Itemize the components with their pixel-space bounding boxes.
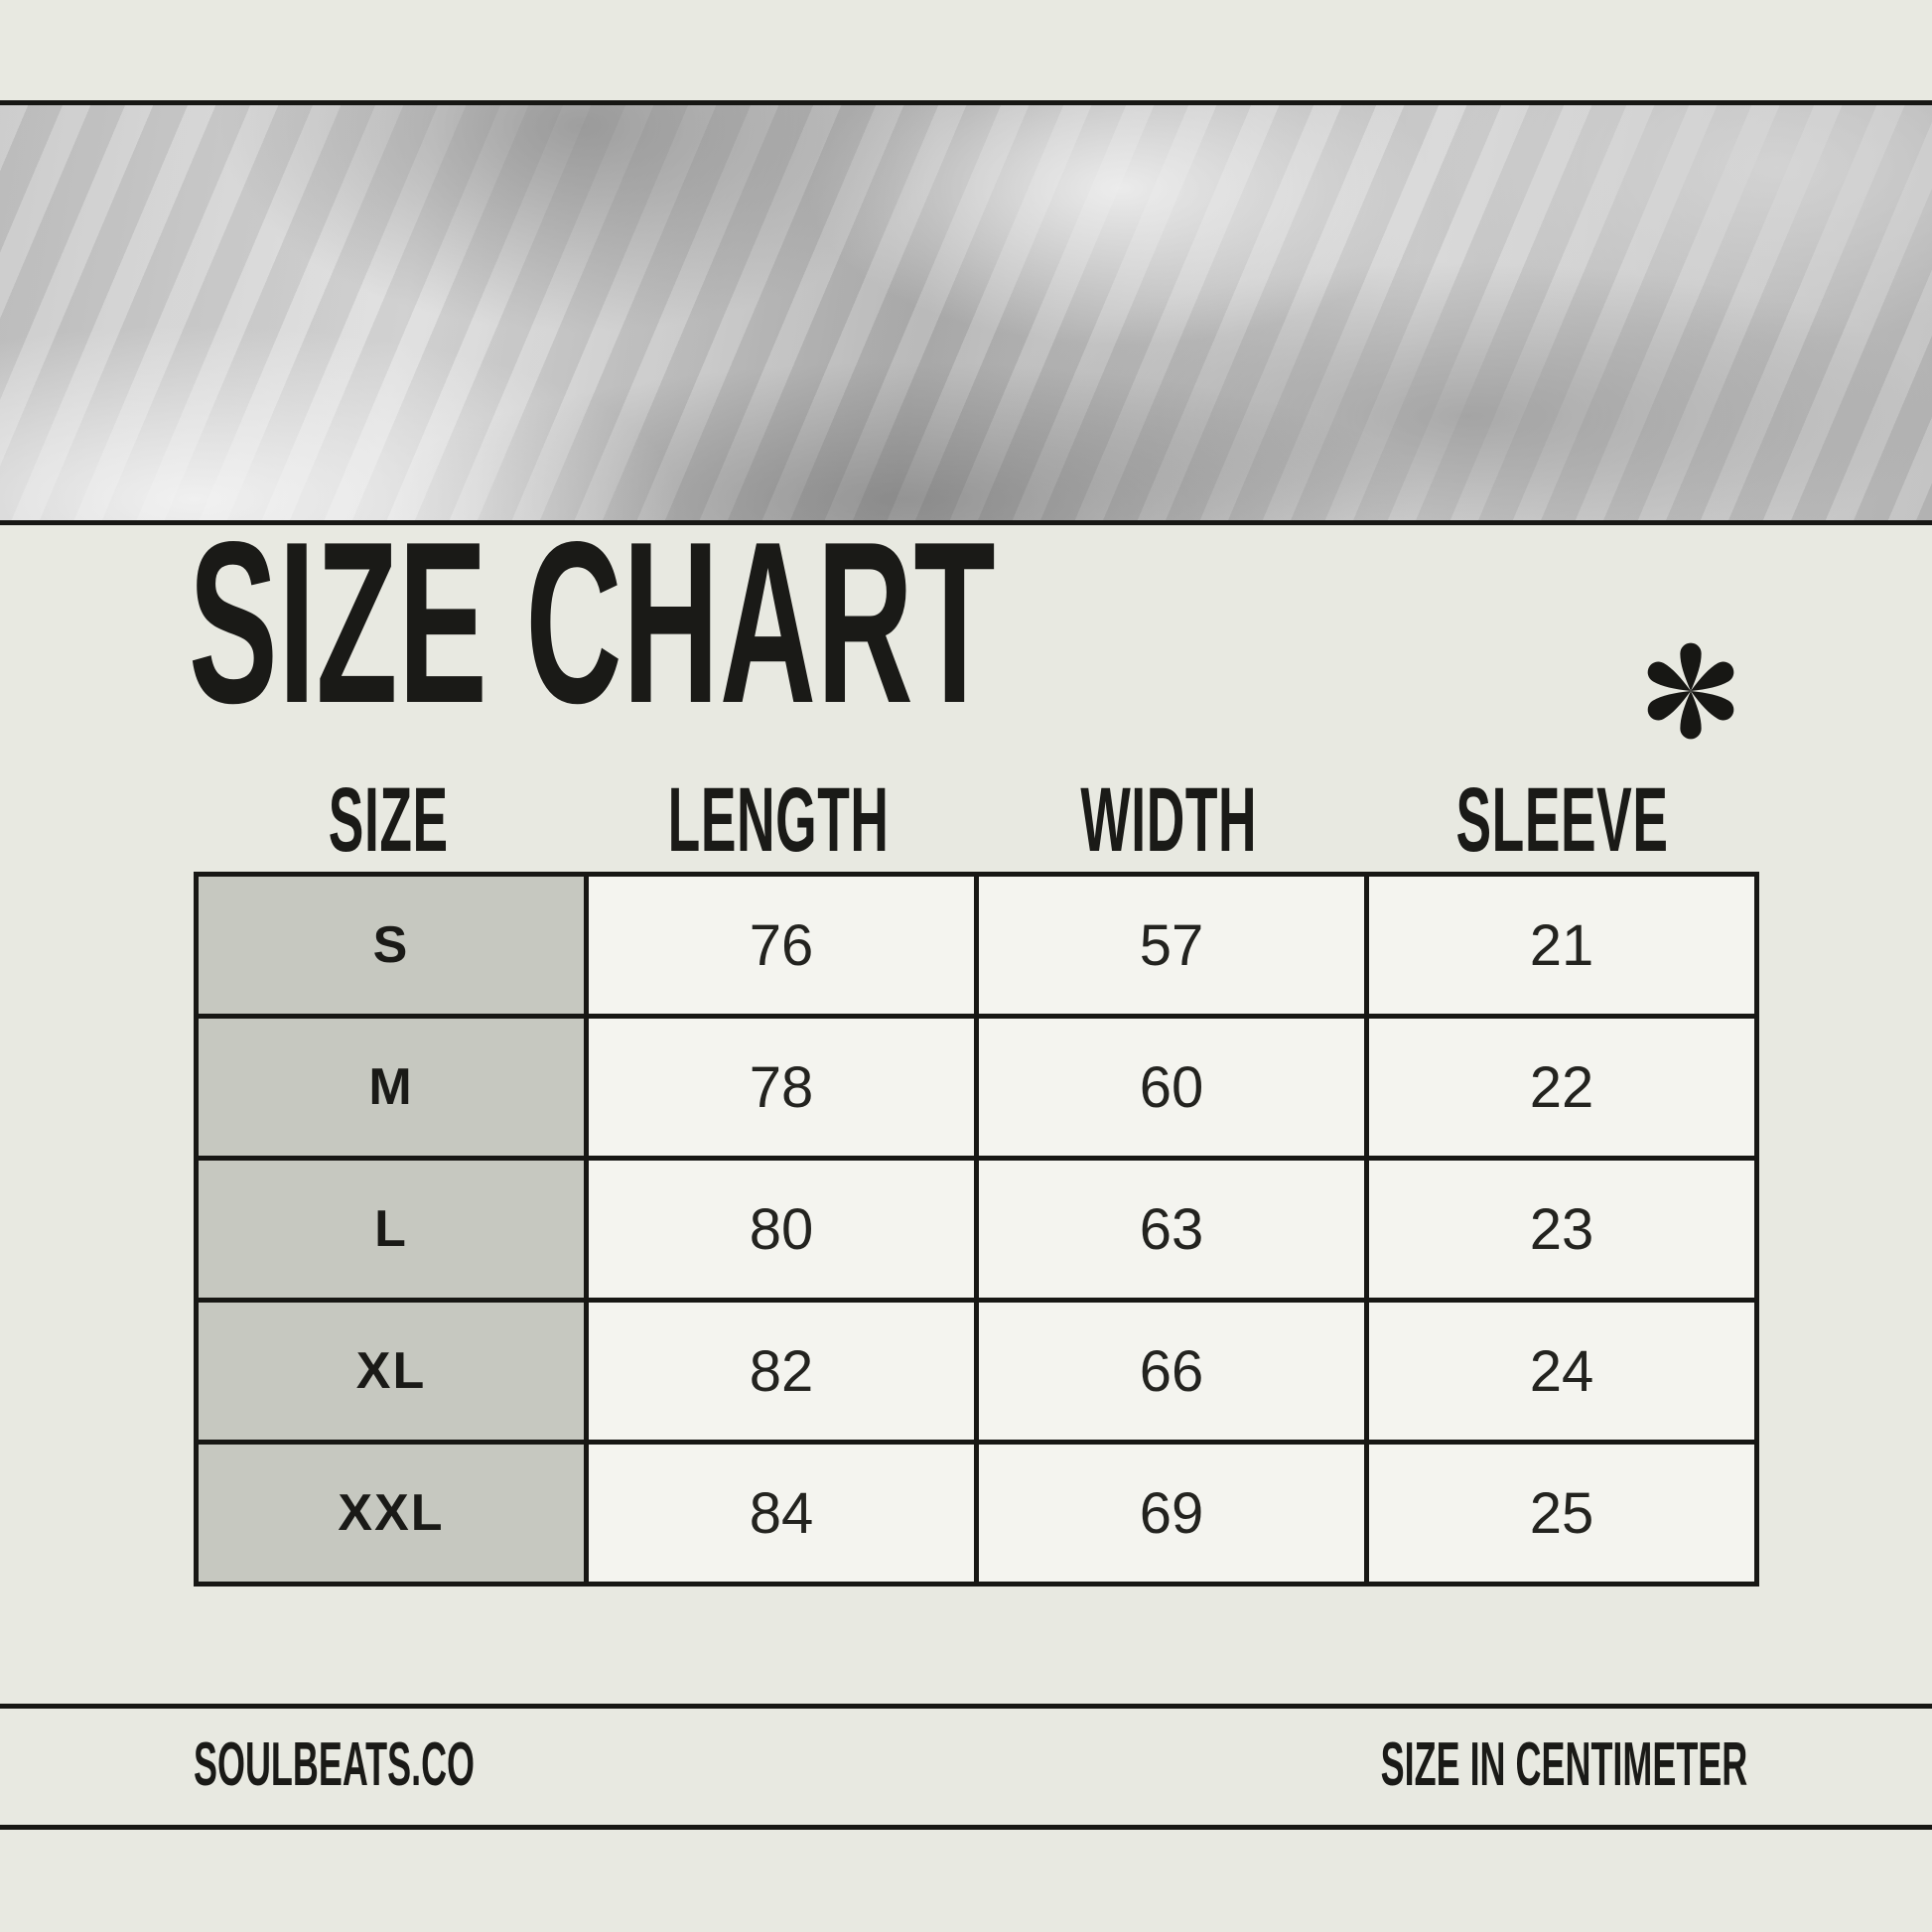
- size-table: S 76 57 21 M 78 60 22 L 80 63 23 XL 82 6…: [194, 872, 1759, 1587]
- length-value-cell: 78: [584, 1014, 979, 1161]
- sleeve-value-cell: 22: [1364, 1014, 1759, 1161]
- sleeve-value-cell: 21: [1364, 872, 1759, 1019]
- table-row-s: S 76 57 21: [194, 872, 1759, 1019]
- footer-unit-note: SIZE IN CENTIMETER: [1380, 1730, 1747, 1799]
- length-value-cell: 76: [584, 872, 979, 1019]
- top-divider-rule: [0, 100, 1932, 105]
- sleeve-value-cell: 23: [1364, 1156, 1759, 1303]
- asterisk-icon: [1647, 642, 1734, 740]
- size-label-cell: M: [194, 1014, 589, 1161]
- width-value-cell: 66: [974, 1298, 1369, 1445]
- column-header-size: SIZE: [329, 769, 449, 871]
- table-row-xxl: XXL 84 69 25: [194, 1440, 1759, 1587]
- size-label-cell: L: [194, 1156, 589, 1303]
- size-label-cell: XL: [194, 1298, 589, 1445]
- column-header-sleeve: SLEEVE: [1455, 769, 1669, 871]
- length-value-cell: 84: [584, 1440, 979, 1587]
- size-label-cell: XXL: [194, 1440, 589, 1587]
- fabric-texture-photo: [0, 105, 1932, 520]
- table-row-m: M 78 60 22: [194, 1014, 1759, 1161]
- table-row-xl: XL 82 66 24: [194, 1298, 1759, 1445]
- length-value-cell: 80: [584, 1156, 979, 1303]
- width-value-cell: 60: [974, 1014, 1369, 1161]
- column-header-length: LENGTH: [667, 769, 890, 871]
- column-header-width: WIDTH: [1080, 769, 1258, 871]
- hero-bottom-divider-rule: [0, 520, 1932, 525]
- sleeve-value-cell: 25: [1364, 1440, 1759, 1587]
- size-label-cell: S: [194, 872, 589, 1019]
- footer-top-rule: [0, 1704, 1932, 1709]
- sleeve-value-cell: 24: [1364, 1298, 1759, 1445]
- width-value-cell: 57: [974, 872, 1369, 1019]
- table-row-l: L 80 63 23: [194, 1156, 1759, 1303]
- length-value-cell: 82: [584, 1298, 979, 1445]
- page-title: SIZE CHART: [189, 494, 997, 752]
- width-value-cell: 63: [974, 1156, 1369, 1303]
- footer-brand: SOULBEATS.CO: [194, 1730, 476, 1799]
- footer-bottom-rule: [0, 1825, 1932, 1830]
- width-value-cell: 69: [974, 1440, 1369, 1587]
